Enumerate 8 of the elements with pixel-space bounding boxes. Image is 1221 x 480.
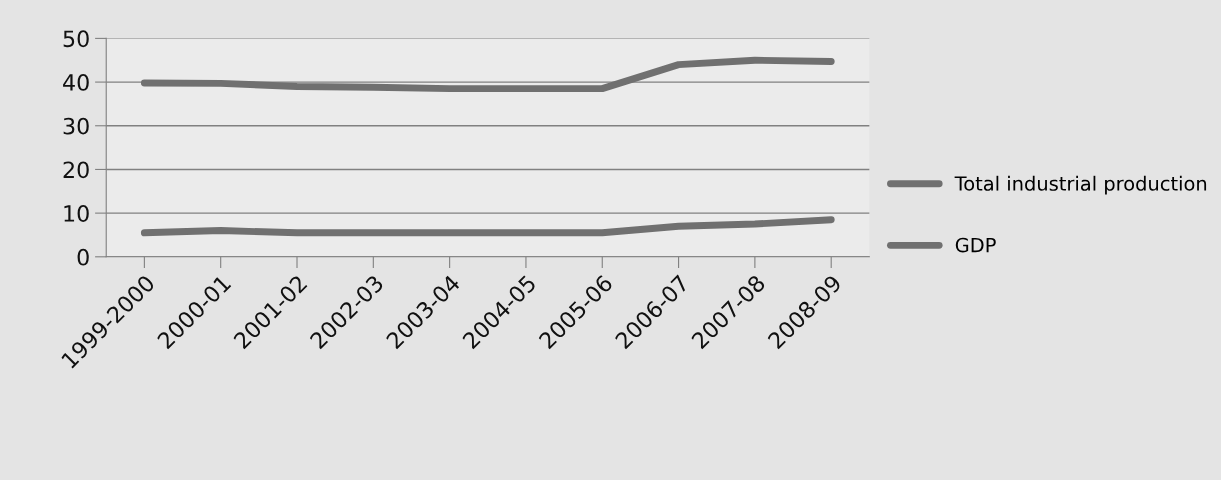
y-tick-label: 30 bbox=[63, 117, 89, 135]
y-tick-label: 0 bbox=[77, 248, 89, 266]
y-tick-label: 40 bbox=[63, 74, 89, 91]
legend-label: GDP bbox=[955, 237, 996, 253]
legend-label: Total industrial production bbox=[954, 175, 1207, 195]
y-tick-label: 20 bbox=[63, 161, 89, 179]
y-tick-label: 50 bbox=[63, 30, 89, 48]
y-tick-label: 10 bbox=[64, 205, 89, 222]
